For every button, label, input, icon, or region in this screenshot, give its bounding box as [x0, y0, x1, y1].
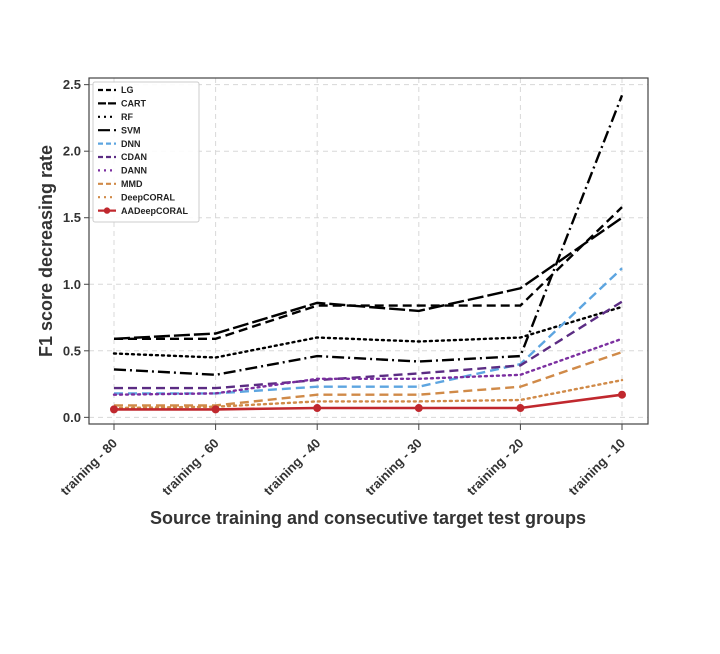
series-line-cart: [113, 216, 623, 340]
data-point-aadeepcoral: [618, 390, 626, 399]
x-tick-label: training - 60: [159, 436, 222, 499]
y-tick-label: 2.5: [63, 77, 81, 92]
legend-label: DANN: [121, 166, 147, 176]
x-axis-ticks: training - 80 training - 60 training - 40 t…: [57, 424, 628, 498]
legend-box: [92, 81, 200, 223]
legend-label: LG: [121, 85, 134, 95]
legend-label: CDAN: [121, 152, 147, 162]
legend-label: RF: [121, 112, 133, 122]
y-axis-title: F1 score decreasing rate: [36, 145, 56, 357]
x-tick-label: training - 10: [565, 436, 628, 499]
series-line-cdan: [114, 300, 623, 390]
series-line-lg: [114, 206, 623, 340]
legend-label: AADeepCORAL: [121, 206, 189, 216]
series-line-mmd: [114, 350, 623, 407]
x-tick-label: training - 80: [57, 436, 120, 499]
series-line-deepcoral: [112, 378, 624, 410]
y-tick-label: 2.0: [63, 144, 81, 159]
x-tick-label: training - 30: [362, 436, 425, 499]
legend-label: DNN: [121, 139, 141, 149]
series-line-aadeepcoral: [114, 393, 623, 411]
series-line-dann: [112, 337, 624, 396]
y-tick-label: 0.5: [63, 343, 81, 358]
data-point-aadeepcoral: [211, 405, 220, 414]
legend-label: CART: [121, 99, 146, 109]
legend-marker: [103, 207, 111, 214]
series-line-rf: [112, 305, 624, 359]
data-point-aadeepcoral: [516, 404, 525, 413]
legend-label: DeepCORAL: [121, 192, 176, 202]
data-point-aadeepcoral: [110, 405, 118, 414]
legend-label: SVM: [121, 125, 141, 135]
y-axis-ticks: 0.0 0.5 1.0 1.5 2.0 2.5: [63, 77, 89, 425]
y-tick-label: 1.5: [63, 210, 81, 225]
y-tick-label: 1.0: [63, 277, 81, 292]
legend: LG CART RF SVM DNN CDAN DANN MMD DeepCORAL AADeep…: [92, 81, 200, 223]
legend-label: MMD: [121, 179, 143, 189]
y-tick-label: 0.0: [63, 410, 81, 425]
x-axis-title: Source training and consecutive target t…: [150, 508, 586, 528]
data-point-aadeepcoral: [414, 404, 423, 413]
plot-frame: [88, 77, 649, 425]
x-tick-label: training - 40: [261, 436, 324, 499]
data-point-aadeepcoral: [313, 404, 322, 413]
x-tick-label: training - 20: [464, 436, 527, 499]
series-lines: [110, 94, 626, 414]
